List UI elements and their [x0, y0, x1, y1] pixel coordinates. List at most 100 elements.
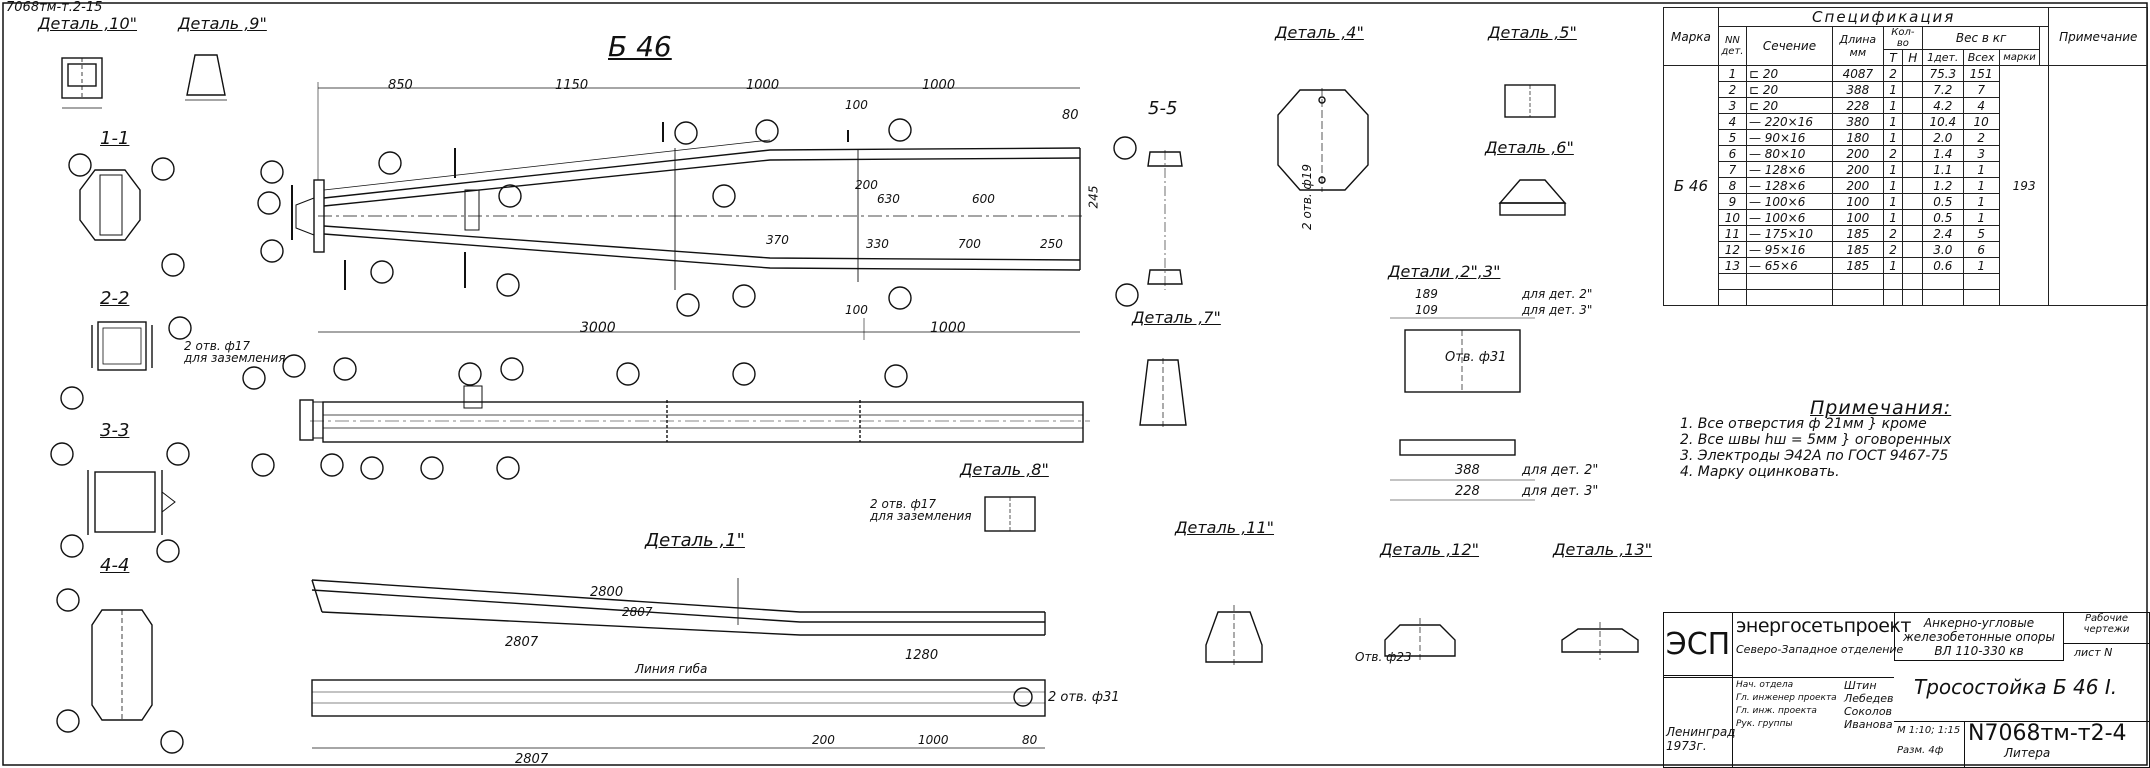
label-detail-13: Деталь ,13" — [1553, 540, 1653, 559]
label-detail-5: Деталь ,5" — [1488, 23, 1577, 42]
detail-1-drawing — [311, 578, 1046, 749]
spec-cell-section: ⊏ 20 — [1745, 81, 1833, 98]
label-details-2-3: Детали ,2",3" — [1388, 262, 1501, 281]
dim-2800: 2800 — [590, 585, 624, 600]
label-detail-12: Деталь ,12" — [1380, 540, 1480, 559]
label-holes-31: 2 отв. ф31 — [1048, 690, 1120, 705]
spec-body: Б 46 1 ⊏ 20 4087 2 75.3 151 193 2 ⊏ 20 388 1 7.2 7 3 ⊏ … — [1663, 65, 2148, 306]
spec-cell-all: 1 — [1962, 193, 2000, 210]
detail-8-drawing — [984, 496, 1036, 532]
title-block: ЭСП энергосетьпроект Северо-Западное отд… — [1663, 612, 2150, 768]
section-1-1-drawing — [68, 153, 185, 277]
spec-cell-t: 2 — [1882, 225, 1904, 242]
spec-cell-section: — 95×16 — [1745, 241, 1833, 258]
dim-2807-c: 2807 — [515, 752, 549, 767]
spec-cell-length: 200 — [1831, 177, 1884, 194]
dim-2807-a: 2807 — [622, 605, 653, 619]
dim-1000-d: 1000 — [918, 733, 949, 747]
spec-cell-all: 4 — [1962, 97, 2000, 114]
spec-cell-n — [1902, 177, 1924, 194]
spec-row: 10— 100×6 100 1 0.5 1 — [1664, 209, 2148, 226]
spec-cell-all: 2 — [1962, 129, 2000, 146]
spec-cell-nn: 3 — [1717, 97, 1747, 114]
format: Разм. 4ф — [1897, 745, 1944, 756]
dim-80-b: 80 — [1022, 733, 1038, 747]
spec-cell-all: 151 — [1962, 65, 2000, 82]
dim-100-b: 100 — [845, 303, 868, 317]
specification-table: Марка Спецификация Примечание NN дет. Се… — [1663, 7, 2148, 365]
label-section-2-2: 2-2 — [100, 288, 130, 309]
spec-cell-nn: 4 — [1717, 113, 1747, 130]
notes-block: Примечания: 1. Все отверстия ф 21мм } кр… — [1680, 399, 1951, 481]
scale: М 1:10; 1:15 — [1897, 725, 1961, 736]
spec-cell-one: 2.0 — [1922, 129, 1964, 146]
note-item: 4. Марку оцинковать. — [1680, 464, 1840, 480]
spec-row: 6— 80×10 200 2 1.4 3 — [1664, 145, 2148, 162]
label-holes-19: 2 отв. ф19 — [1300, 163, 1314, 230]
spec-empty-row — [1664, 289, 2148, 306]
detail-11-drawing — [1205, 605, 1263, 668]
label-detail-4: Деталь ,4" — [1275, 23, 1364, 42]
spec-cell-length: 200 — [1831, 145, 1884, 162]
spec-cell-length: 100 — [1831, 193, 1884, 210]
spec-note-cell — [2048, 65, 2148, 306]
label-holes-ground-2-2: 2 отв. ф17 для заземления — [184, 339, 286, 365]
spec-cell-length: 388 — [1831, 81, 1884, 98]
dim-109: 109 — [1415, 303, 1438, 317]
spec-cell-section: ⊏ 20 — [1745, 97, 1833, 114]
drawing-title-b46: Б 46 — [608, 30, 672, 63]
dim-2807-b: 2807 — [505, 635, 539, 650]
sheet-number-label: лист N — [2074, 646, 2113, 659]
spec-cell-length: 100 — [1831, 209, 1884, 226]
spec-brand-weight: 193 — [1998, 65, 2050, 306]
spec-header-t: Т — [1882, 49, 1904, 66]
spec-cell-nn: 7 — [1717, 161, 1747, 178]
spec-cell-length: 185 — [1831, 241, 1884, 258]
spec-cell-all: 1 — [1962, 177, 2000, 194]
section-4-4-drawing — [56, 588, 184, 754]
label-holes-ground-8: 2 отв. ф17 для заземления — [870, 497, 972, 523]
spec-cell-nn: 12 — [1717, 241, 1747, 258]
spec-header-section: Сечение — [1745, 26, 1833, 66]
label-for-det-3-a: для дет. 3" — [1522, 303, 1593, 317]
spec-cell-one: 0.5 — [1922, 193, 1964, 210]
spec-row: Б 46 1 ⊏ 20 4087 2 75.3 151 193 — [1663, 65, 2148, 306]
detail-2-3-drawing — [1390, 317, 1535, 501]
section-3-3-drawing — [50, 442, 190, 563]
spec-cell-nn: 13 — [1717, 257, 1747, 274]
spec-cell-length: 185 — [1831, 225, 1884, 242]
label-detail-10: Деталь ,10" — [38, 14, 138, 33]
label-section-5-5: 5-5 — [1148, 98, 1178, 119]
label-hole-31: Отв. ф31 — [1445, 350, 1507, 365]
spec-cell-length: 180 — [1831, 129, 1884, 146]
detail-10-drawing — [61, 57, 103, 109]
dim-100-a: 100 — [845, 98, 868, 112]
dim-1000-a: 1000 — [746, 78, 780, 93]
spec-cell-t: 1 — [1882, 193, 1904, 210]
esp-logo: ЭСП — [1664, 613, 1733, 676]
spec-cell-t: 1 — [1882, 81, 1904, 98]
label-section-3-3: 3-3 — [100, 420, 130, 441]
spec-cell-n — [1902, 81, 1924, 98]
stage: Рабочие чертежи — [2064, 613, 2149, 644]
spec-cell-length: 4087 — [1831, 65, 1884, 82]
spec-cell-n — [1902, 113, 1924, 130]
label-for-det-3-b: для дет. 3" — [1522, 484, 1599, 499]
detail-9-drawing — [185, 54, 227, 101]
spec-cell-one: 10.4 — [1922, 113, 1964, 130]
spec-header-nn: NN дет. — [1717, 26, 1747, 66]
spec-mark: Б 46 — [1663, 65, 1719, 306]
dim-80: 80 — [1062, 108, 1079, 123]
dim-630: 630 — [877, 192, 900, 206]
spec-cell-all: 10 — [1962, 113, 2000, 130]
detail-12-drawing — [1384, 618, 1456, 662]
spec-cell-section: — 65×6 — [1745, 257, 1833, 274]
spec-cell-section: — 128×6 — [1745, 161, 1833, 178]
spec-cell-all: 5 — [1962, 225, 2000, 242]
detail-4-drawing — [1277, 88, 1369, 192]
label-hole-23: Отв. ф23 — [1355, 650, 1412, 664]
dim-3000: 3000 — [580, 320, 616, 336]
spec-cell-nn: 10 — [1717, 209, 1747, 226]
spec-cell-t: 1 — [1882, 209, 1904, 226]
